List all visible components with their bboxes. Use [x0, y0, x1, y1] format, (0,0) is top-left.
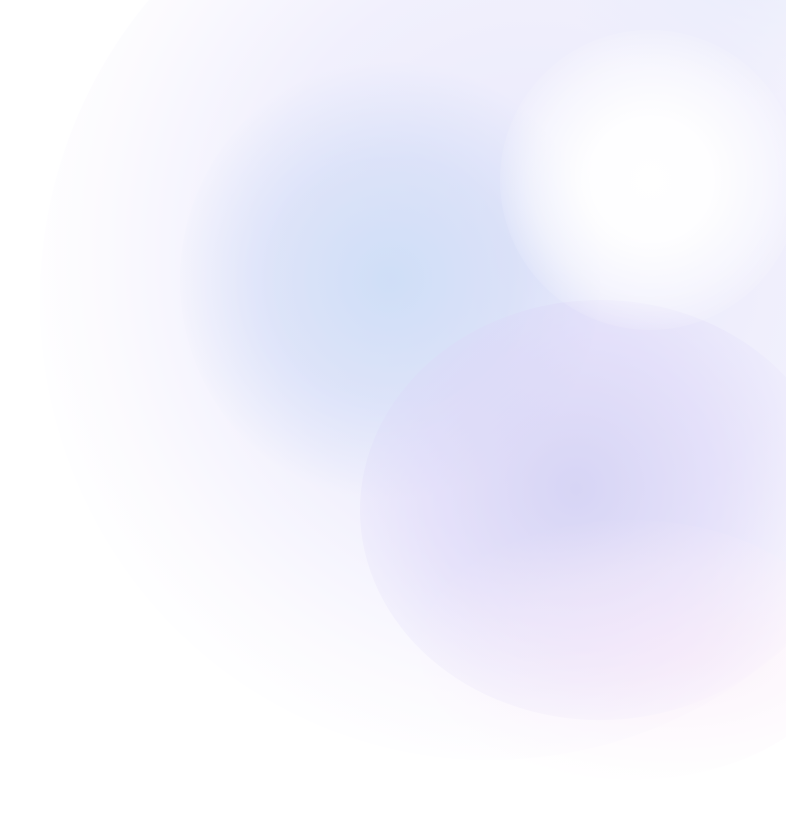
violet-cloud	[360, 300, 786, 720]
white-highlight	[500, 30, 786, 330]
blue-cloud	[180, 60, 600, 500]
top-right-tint	[560, 0, 786, 100]
pink-rim	[420, 520, 786, 780]
lavender-halo	[40, 0, 786, 760]
